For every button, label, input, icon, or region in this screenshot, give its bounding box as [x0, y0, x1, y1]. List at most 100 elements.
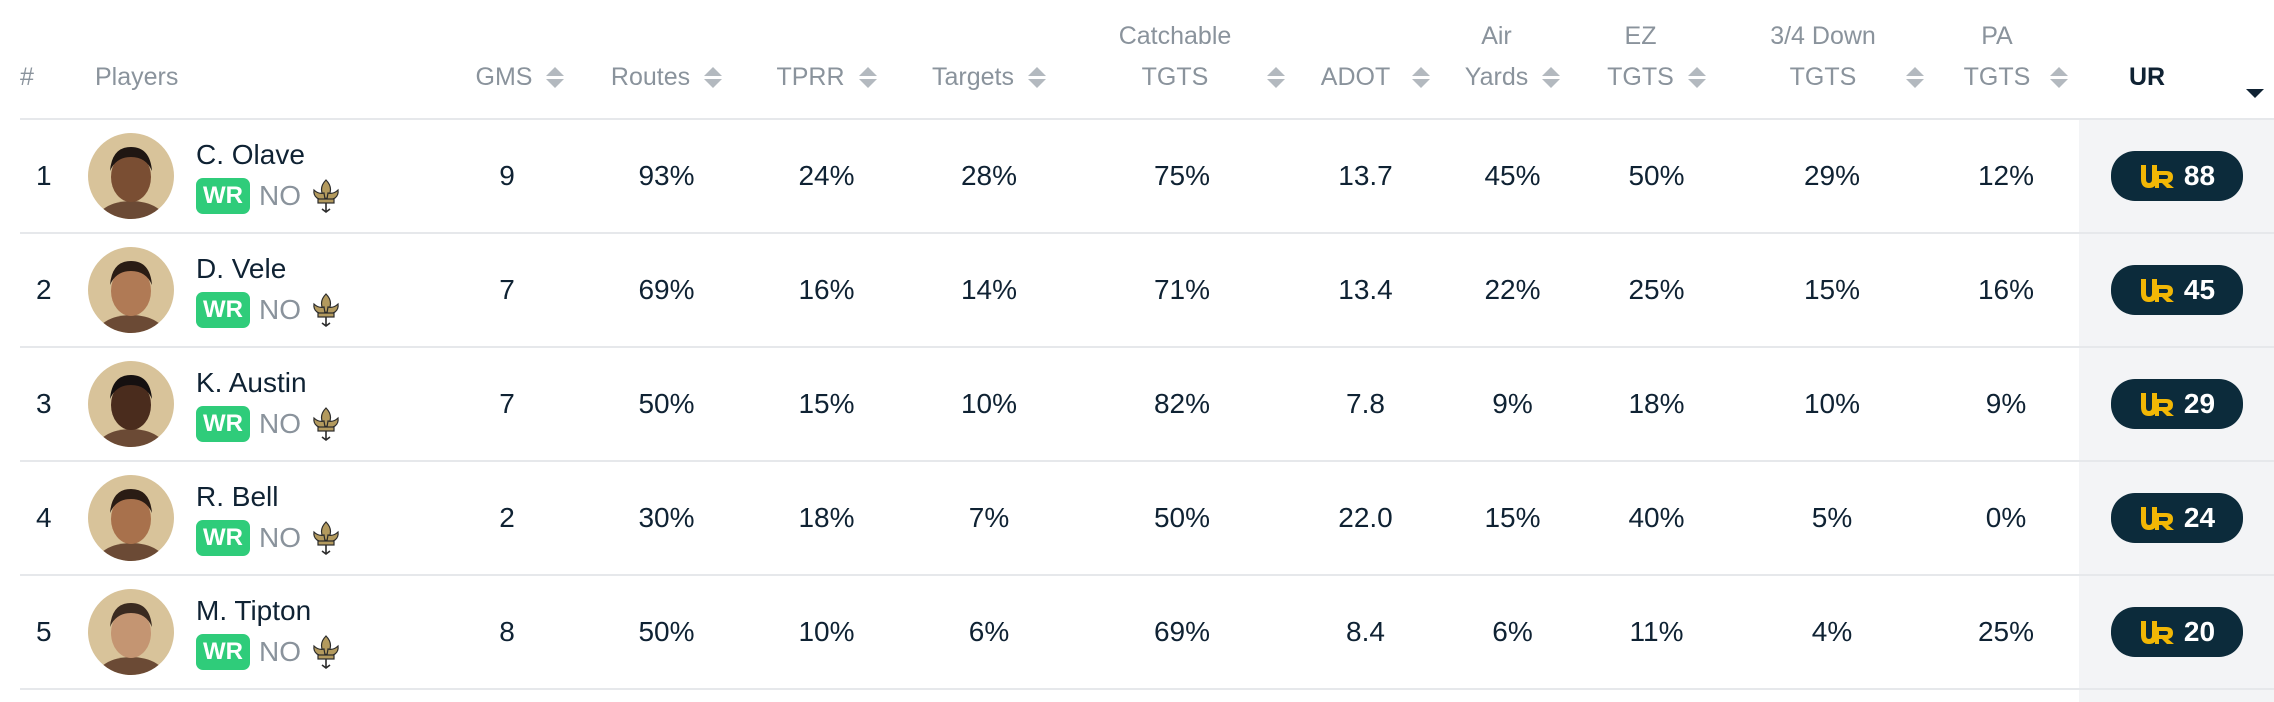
team-abbr: NO: [258, 180, 301, 211]
gms-cell: 2: [432, 461, 582, 576]
header-targets[interactable]: Targets: [902, 0, 1076, 120]
header-catchable[interactable]: Catchable TGTS: [1076, 0, 1288, 120]
player-cell: M. Tipton WR NO: [66, 575, 432, 690]
header-routes[interactable]: Routes: [582, 0, 751, 120]
adot-cell: 13.4: [1288, 233, 1443, 348]
player-name[interactable]: K. Austin: [196, 367, 307, 398]
sort-arrows-icon[interactable]: [1542, 67, 1561, 88]
sort-arrows-icon[interactable]: [1687, 67, 1706, 88]
header-players: Players: [66, 0, 432, 120]
header-catchable-label-2: TGTS: [1141, 63, 1209, 91]
ur-cell: 24: [2079, 461, 2274, 576]
player-avatar[interactable]: [88, 475, 174, 561]
header-ez-label-2: TGTS: [1607, 63, 1674, 91]
catchable-cell: 69%: [1076, 575, 1288, 690]
header-air-label-1: Air: [1481, 22, 1512, 50]
header-air-yards[interactable]: Air Yards: [1443, 0, 1582, 120]
player-avatar[interactable]: [88, 589, 174, 675]
player-cell: D. Vele WR NO: [66, 233, 432, 348]
air-yards-cell: 15%: [1443, 461, 1582, 576]
table-row[interactable]: 5 M. Tipton WR NO: [20, 575, 2274, 690]
header-down-label-1: 3/4 Down: [1770, 22, 1876, 50]
air-yards-cell: 45%: [1443, 119, 1582, 234]
sort-arrows-icon[interactable]: [2050, 67, 2069, 88]
down-targets-cell: 29%: [1731, 119, 1933, 234]
player-name[interactable]: M. Tipton: [196, 595, 312, 626]
sort-arrows-icon[interactable]: [1905, 67, 1924, 88]
ur-score: 20: [2183, 616, 2216, 647]
fleur-de-lis-icon: [311, 521, 341, 555]
table-row[interactable]: 3 K. Austin WR NO: [20, 347, 2274, 462]
header-pa-targets[interactable]: PA TGTS: [1933, 0, 2079, 120]
targets-cell: 28%: [902, 119, 1076, 234]
ur-logo-icon: [2138, 275, 2176, 305]
sort-arrows-icon[interactable]: [1027, 67, 1046, 88]
pa-targets-cell: 0%: [1933, 461, 2079, 576]
table-row[interactable]: 2 D. Vele WR NO: [20, 233, 2274, 348]
header-rank: #: [20, 0, 66, 120]
rank-cell: 2: [20, 233, 66, 348]
routes-cell: 93%: [582, 119, 751, 234]
header-down-label-2: TGTS: [1789, 63, 1857, 91]
header-adot[interactable]: ADOT: [1288, 0, 1443, 120]
player-cell: K. Austin WR NO: [66, 347, 432, 462]
ur-logo-icon: [2138, 389, 2176, 419]
player-name[interactable]: R. Bell: [196, 481, 279, 512]
sort-arrows-icon[interactable]: [858, 67, 877, 88]
ur-score-badge[interactable]: 20: [2110, 607, 2243, 657]
player-avatar[interactable]: [88, 133, 174, 219]
sort-arrows-icon[interactable]: [704, 67, 723, 88]
ur-cell: 45: [2079, 233, 2274, 348]
header-targets-label: Targets: [932, 63, 1014, 91]
ur-score-badge[interactable]: 24: [2110, 493, 2243, 543]
header-routes-label: Routes: [610, 63, 691, 91]
targets-cell: 7%: [902, 461, 1076, 576]
ur-logo-icon: [2138, 617, 2176, 647]
header-pa-label-2: TGTS: [1963, 63, 2031, 91]
position-badge: WR: [196, 406, 250, 442]
header-gms[interactable]: GMS: [432, 0, 582, 120]
ur-logo-icon: [2138, 503, 2176, 533]
ur-score-badge[interactable]: 45: [2110, 265, 2243, 315]
ur-score: 45: [2183, 274, 2216, 305]
rank-cell: 1: [20, 119, 66, 234]
table-row[interactable]: 4 R. Bell WR NO: [20, 461, 2274, 576]
header-ez-targets[interactable]: EZ TGTS: [1582, 0, 1731, 120]
header-ur[interactable]: UR: [2079, 0, 2274, 120]
sort-arrows-icon[interactable]: [1267, 67, 1286, 88]
sort-arrows-icon[interactable]: [1412, 67, 1431, 88]
header-rank-label: #: [20, 63, 34, 91]
routes-cell: 69%: [582, 233, 751, 348]
position-badge: WR: [196, 634, 250, 670]
ez-targets-cell: 18%: [1582, 347, 1731, 462]
air-yards-cell: 6%: [1443, 575, 1582, 690]
pa-targets-cell: 25%: [1933, 575, 2079, 690]
tprr-cell: 16%: [751, 233, 902, 348]
sort-desc-icon[interactable]: [2246, 89, 2264, 98]
adot-cell: 22.0: [1288, 461, 1443, 576]
sort-arrows-icon[interactable]: [546, 67, 565, 88]
gms-cell: 8: [432, 575, 582, 690]
position-badge: WR: [196, 520, 250, 556]
down-targets-cell: 15%: [1731, 233, 1933, 348]
down-targets-cell: 5%: [1731, 461, 1933, 576]
targets-cell: 6%: [902, 575, 1076, 690]
header-tprr[interactable]: TPRR: [751, 0, 902, 120]
team-abbr: NO: [258, 408, 301, 439]
pa-targets-cell: 9%: [1933, 347, 2079, 462]
targets-cell: 14%: [902, 233, 1076, 348]
adot-cell: 8.4: [1288, 575, 1443, 690]
ur-score-badge[interactable]: 29: [2110, 379, 2243, 429]
tprr-cell: 18%: [751, 461, 902, 576]
player-avatar[interactable]: [88, 247, 174, 333]
header-down-targets[interactable]: 3/4 Down TGTS: [1731, 0, 1933, 120]
down-targets-cell: 10%: [1731, 347, 1933, 462]
targets-cell: 10%: [902, 347, 1076, 462]
ur-score-badge[interactable]: 88: [2110, 151, 2243, 201]
header-ur-label: UR: [2129, 63, 2166, 91]
player-name[interactable]: C. Olave: [196, 139, 305, 170]
player-name[interactable]: D. Vele: [196, 253, 287, 284]
header-adot-label: ADOT: [1320, 63, 1391, 91]
table-row[interactable]: 1 C. Olave WR NO: [20, 119, 2274, 234]
player-avatar[interactable]: [88, 361, 174, 447]
